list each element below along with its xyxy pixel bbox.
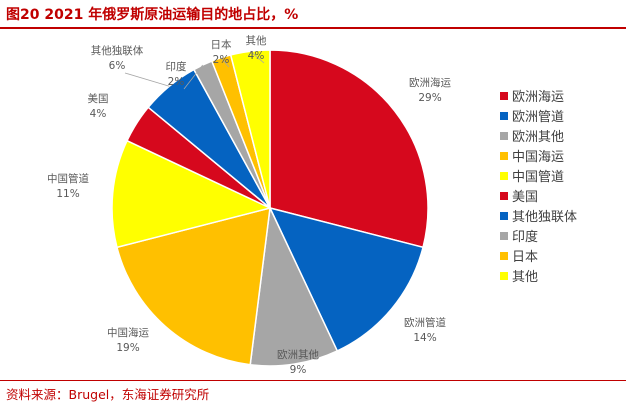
legend-label: 欧洲管道 xyxy=(512,110,564,125)
legend-label: 中国海运 xyxy=(512,150,564,165)
slice-percent-label: 2% xyxy=(168,76,185,88)
slice-percent-label: 29% xyxy=(418,92,441,104)
slice-labels: 欧洲海运 29% 欧洲管道 14% 欧洲其他 9% 中国海运 19% 中国管道 11% 美国 4% 其他… xyxy=(47,34,451,376)
pie-slice-4 xyxy=(111,139,273,249)
slice-name-label: 其他 xyxy=(246,34,267,47)
leader-line xyxy=(249,50,265,64)
slice-percent-label: 2% xyxy=(213,54,230,66)
pie-chart: 欧洲海运 29% 欧洲管道 14% 欧洲其他 9% 中国海运 19% 中国管道 11% 美国 4% 其他… xyxy=(47,34,577,376)
legend-label: 印度 xyxy=(512,229,538,245)
slice-percent-label: 4% xyxy=(90,108,107,120)
legend-swatch xyxy=(500,252,508,260)
slice-name-label: 美国 xyxy=(88,92,109,105)
slice-name-label: 欧洲其他 xyxy=(277,348,319,361)
leader-line xyxy=(183,64,204,90)
slice-name-label: 欧洲管道 xyxy=(404,316,446,329)
legend-swatch xyxy=(500,232,508,240)
legend-swatch xyxy=(500,112,508,120)
legend-swatch xyxy=(500,92,508,100)
slice-percent-label: 9% xyxy=(290,364,307,376)
source-note: 资料来源：Brugel，东海证券研究所 xyxy=(6,387,210,402)
legend-label: 日本 xyxy=(512,250,538,265)
legend-swatch xyxy=(500,212,508,220)
legend-label: 中国管道 xyxy=(512,170,564,185)
legend-swatch xyxy=(500,152,508,160)
legend-label: 美国 xyxy=(512,190,538,205)
slice-name-label: 印度 xyxy=(166,60,187,73)
title-divider xyxy=(0,27,626,29)
leader-lines xyxy=(124,50,265,90)
slice-percent-label: 19% xyxy=(116,342,139,354)
pie-slice-3 xyxy=(116,206,271,366)
slice-name-label: 日本 xyxy=(211,38,232,51)
slice-percent-label: 4% xyxy=(248,50,265,62)
pie-slice-2 xyxy=(249,205,339,367)
pie-slices xyxy=(111,49,429,367)
slice-name-label: 欧洲海运 xyxy=(409,76,451,89)
footer-divider xyxy=(0,380,626,381)
leader-line xyxy=(124,72,170,87)
legend-swatch xyxy=(500,172,508,180)
slice-percent-label: 6% xyxy=(109,60,126,72)
legend-swatch xyxy=(500,192,508,200)
pie-slice-1 xyxy=(268,206,424,352)
legend-label: 其他独联体 xyxy=(512,210,577,225)
slice-percent-label: 14% xyxy=(413,332,436,344)
legend-label: 欧洲其他 xyxy=(512,130,564,145)
legend-swatch xyxy=(500,272,508,280)
slice-percent-label: 11% xyxy=(56,188,79,200)
slice-name-label: 中国管道 xyxy=(47,172,89,185)
pie-slice-0 xyxy=(269,49,429,249)
figure-title: 图20 2021 年俄罗斯原油运输目的地占比，% xyxy=(6,7,299,23)
legend-label: 其他 xyxy=(512,270,538,285)
slice-name-label: 其他独联体 xyxy=(91,44,144,57)
slice-name-label: 中国海运 xyxy=(107,326,149,339)
leader-line xyxy=(220,57,230,68)
legend-label: 欧洲海运 xyxy=(512,90,564,105)
legend-swatch xyxy=(500,132,508,140)
